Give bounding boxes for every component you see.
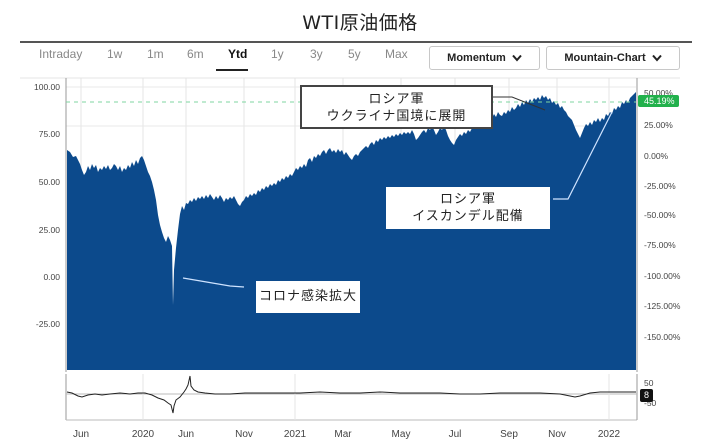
annotation-iskander-line2: イスカンデル配備 <box>412 209 524 224</box>
x-tick: Jun <box>73 429 89 440</box>
active-tab-underline <box>216 69 248 71</box>
y-tick-right: -100.00% <box>644 271 681 281</box>
x-tick: Mar <box>334 429 352 440</box>
annotation-invasion: ロシア軍 ウクライナ国境に展開 <box>300 85 493 129</box>
x-tick: 2021 <box>284 429 307 440</box>
tab-1w[interactable]: 1w <box>107 47 123 61</box>
tab-1y[interactable]: 1y <box>271 47 284 61</box>
momentum-dropdown-label: Momentum <box>447 52 506 64</box>
y-tick-right: 25.00% <box>644 120 673 130</box>
y-tick-right: 50.00% <box>644 88 673 98</box>
annotation-covid: コロナ感染拡大 <box>256 281 360 313</box>
iskander-leader-line <box>553 111 613 200</box>
momentum-line <box>66 375 636 414</box>
y-axis-left: 100.00 75.00 50.00 25.00 0.00 -25.00 <box>34 82 60 329</box>
momentum-dropdown[interactable]: Momentum <box>429 46 540 70</box>
x-tick: Sep <box>500 429 518 440</box>
y-tick-right: -75.00% <box>644 240 676 250</box>
chart-title: WTI原油価格 <box>302 12 418 34</box>
chart-type-dropdown[interactable]: Mountain-Chart <box>546 46 680 70</box>
annotation-iskander-line1: ロシア軍 <box>439 192 496 207</box>
y-tick: 75.00 <box>39 129 61 139</box>
y-tick: -25.00 <box>36 319 60 329</box>
y-tick-right: -150.00% <box>644 332 681 342</box>
momentum-tick: -50 <box>644 398 657 408</box>
y-tick: 0.00 <box>43 272 60 282</box>
x-axis: Jun 2020 Jun Nov 2021 Mar May Jul Sep No… <box>73 429 621 440</box>
y-tick: 25.00 <box>39 225 61 235</box>
y-tick: 100.00 <box>34 82 60 92</box>
annotation-invasion-line2: ウクライナ国境に展開 <box>326 109 467 124</box>
chevron-down-icon <box>512 54 522 62</box>
x-tick: Nov <box>235 429 253 440</box>
price-area <box>67 92 636 370</box>
covid-leader-line <box>182 277 245 288</box>
invasion-leader-line <box>492 96 546 111</box>
chevron-down-icon <box>651 54 662 62</box>
annotation-invasion-line1: ロシア軍 <box>368 92 425 107</box>
tab-ytd[interactable]: Ytd <box>228 47 248 61</box>
momentum-value-badge: 8 <box>640 389 653 402</box>
tab-max[interactable]: Max <box>385 47 408 61</box>
x-tick: Jul <box>449 429 462 440</box>
tab-6m[interactable]: 6m <box>187 47 204 61</box>
x-tick: May <box>392 429 411 440</box>
x-tick: 2022 <box>598 429 621 440</box>
chart-type-dropdown-label: Mountain-Chart <box>564 52 646 64</box>
annotation-covid-text: コロナ感染拡大 <box>258 289 357 304</box>
tab-5y[interactable]: 5y <box>348 47 361 61</box>
tab-3y[interactable]: 3y <box>310 47 323 61</box>
y-axis-right: 50.00% 25.00% 0.00% -25.00% -50.00% -75.… <box>644 88 681 342</box>
y-tick-right: -125.00% <box>644 301 681 311</box>
title-divider <box>20 41 692 43</box>
tab-intraday[interactable]: Intraday <box>39 47 83 61</box>
y-tick-right: -25.00% <box>644 181 676 191</box>
current-change-badge: 45.19% <box>638 95 679 107</box>
momentum-tick: 50 <box>644 378 654 388</box>
y-tick-right: -50.00% <box>644 210 676 220</box>
x-tick: Jun <box>178 429 194 440</box>
annotation-iskander: ロシア軍 イスカンデル配備 <box>386 187 550 229</box>
tab-1m[interactable]: 1m <box>147 47 164 61</box>
y-tick-right: 0.00% <box>644 151 669 161</box>
y-tick: 50.00 <box>39 177 61 187</box>
x-tick: 2020 <box>132 429 155 440</box>
x-tick: Nov <box>548 429 566 440</box>
